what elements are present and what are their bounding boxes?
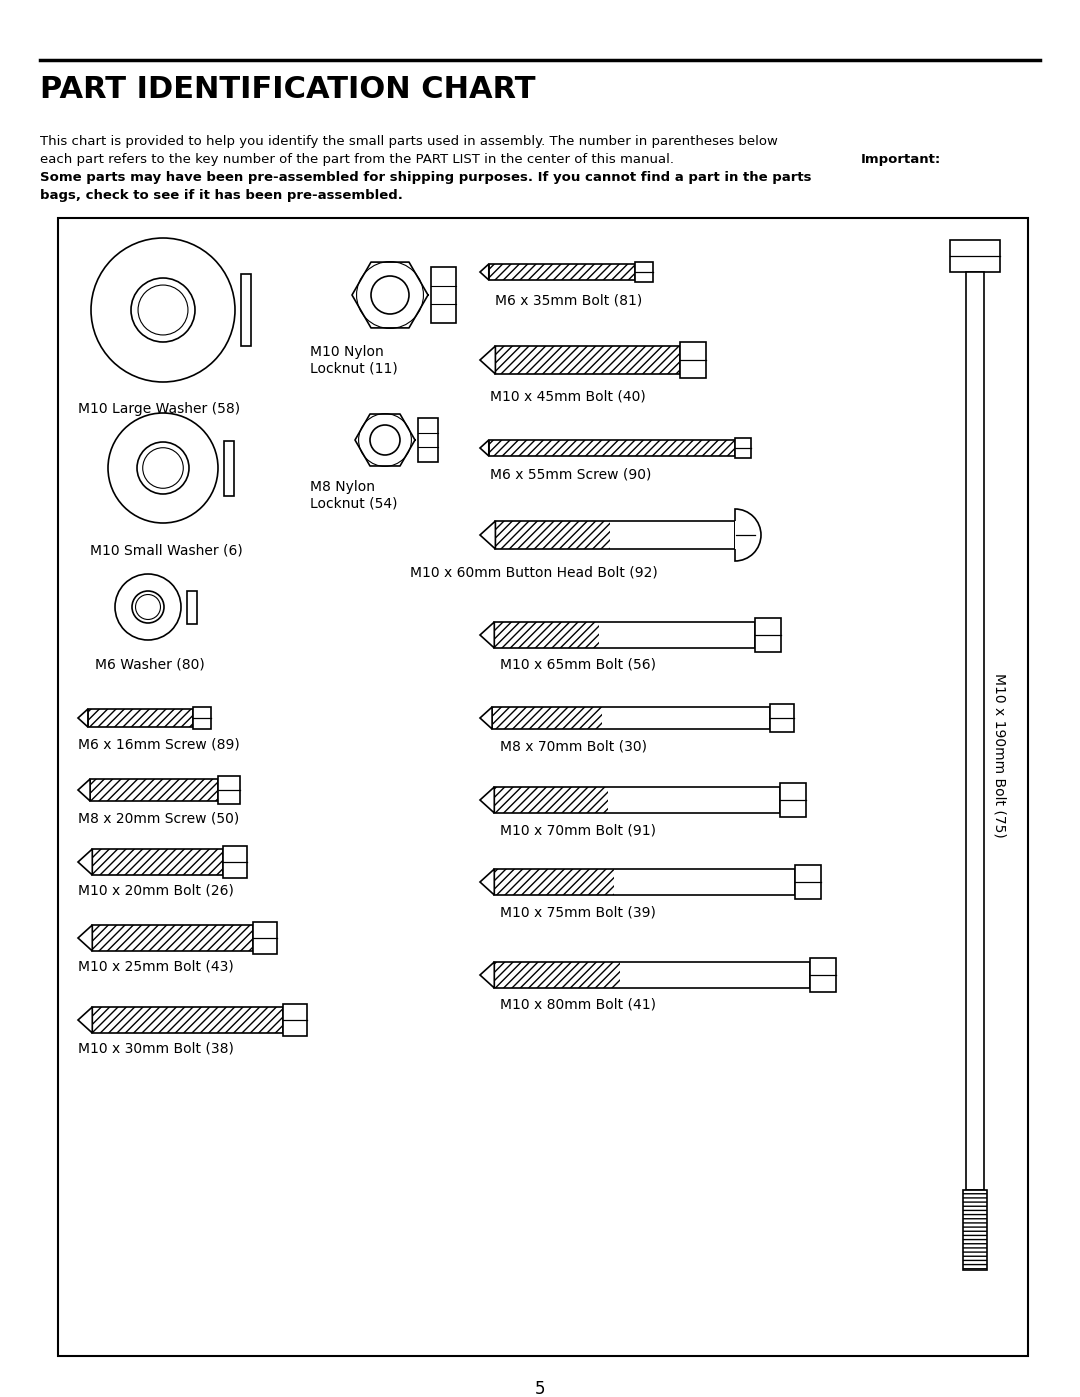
Text: Some parts may have been pre-assembled for shipping purposes. If you cannot find: Some parts may have been pre-assembled f…	[40, 170, 811, 184]
Text: M10 x 60mm Button Head Bolt (92): M10 x 60mm Button Head Bolt (92)	[410, 566, 658, 580]
Bar	[489, 440, 735, 455]
Bar	[253, 922, 276, 954]
Bar	[735, 439, 751, 458]
Text: M10 x 45mm Bolt (40): M10 x 45mm Bolt (40)	[490, 390, 646, 404]
Bar	[58, 218, 1028, 1356]
Bar	[495, 787, 608, 813]
Bar	[495, 622, 598, 648]
Wedge shape	[735, 509, 761, 562]
Bar	[496, 346, 680, 374]
Bar	[810, 958, 836, 992]
Bar	[92, 849, 222, 875]
Polygon shape	[480, 963, 495, 988]
Polygon shape	[480, 622, 495, 648]
Text: PART IDENTIFICATION CHART: PART IDENTIFICATION CHART	[40, 75, 536, 103]
Bar	[193, 707, 211, 729]
Text: M8 x 20mm Screw (50): M8 x 20mm Screw (50)	[78, 812, 240, 826]
Text: M10 Small Washer (6): M10 Small Washer (6)	[90, 543, 243, 557]
Bar	[492, 707, 603, 729]
Bar	[495, 963, 620, 988]
Text: bags, check to see if it has been pre-assembled.: bags, check to see if it has been pre-as…	[40, 189, 403, 203]
Polygon shape	[78, 780, 90, 800]
Bar	[635, 263, 653, 282]
Bar	[431, 267, 456, 323]
Text: M10 Nylon
Locknut (11): M10 Nylon Locknut (11)	[310, 345, 397, 376]
Text: each part refers to the key number of the part from the PART LIST in the center : each part refers to the key number of th…	[40, 154, 678, 166]
Bar	[963, 1190, 987, 1270]
Text: M6 x 55mm Screw (90): M6 x 55mm Screw (90)	[490, 468, 651, 482]
Bar	[598, 622, 755, 648]
Bar	[620, 963, 810, 988]
Bar	[495, 622, 755, 648]
Polygon shape	[480, 787, 495, 813]
Bar	[90, 780, 218, 800]
Polygon shape	[480, 521, 496, 549]
Bar	[87, 710, 193, 726]
Polygon shape	[480, 707, 492, 729]
Bar	[608, 787, 780, 813]
Polygon shape	[480, 346, 496, 374]
Bar	[218, 775, 240, 805]
Text: M10 x 65mm Bolt (56): M10 x 65mm Bolt (56)	[500, 658, 656, 672]
Bar	[603, 707, 770, 729]
Bar	[92, 925, 253, 951]
Text: M6 x 16mm Screw (89): M6 x 16mm Screw (89)	[78, 738, 240, 752]
Bar	[780, 782, 806, 817]
Bar	[680, 342, 706, 379]
Bar	[187, 591, 197, 623]
Bar	[224, 440, 234, 496]
Text: 5: 5	[535, 1380, 545, 1397]
Text: M8 x 70mm Bolt (30): M8 x 70mm Bolt (30)	[500, 740, 647, 754]
Text: Important:: Important:	[861, 154, 941, 166]
Bar	[755, 617, 781, 652]
Polygon shape	[78, 1007, 92, 1032]
Text: This chart is provided to help you identify the small parts used in assembly. Th: This chart is provided to help you ident…	[40, 136, 778, 148]
Text: M10 x 30mm Bolt (38): M10 x 30mm Bolt (38)	[78, 1042, 234, 1056]
Polygon shape	[480, 440, 489, 455]
Polygon shape	[480, 869, 495, 895]
Bar	[92, 1007, 283, 1032]
Bar	[615, 869, 795, 895]
Bar	[496, 521, 735, 549]
Text: M10 Large Washer (58): M10 Large Washer (58)	[78, 402, 240, 416]
Bar	[770, 704, 794, 732]
Text: M10 x 20mm Bolt (26): M10 x 20mm Bolt (26)	[78, 884, 234, 898]
Bar	[222, 847, 247, 877]
Bar	[950, 240, 1000, 272]
Bar	[283, 1004, 307, 1037]
Text: M8 Nylon
Locknut (54): M8 Nylon Locknut (54)	[310, 481, 397, 510]
Bar	[418, 418, 437, 462]
Text: M10 x 75mm Bolt (39): M10 x 75mm Bolt (39)	[500, 905, 656, 919]
Text: M10 x 25mm Bolt (43): M10 x 25mm Bolt (43)	[78, 960, 233, 974]
Text: M10 x 70mm Bolt (91): M10 x 70mm Bolt (91)	[500, 823, 656, 837]
Bar	[495, 787, 780, 813]
Bar	[795, 865, 821, 900]
Bar	[241, 274, 251, 346]
Polygon shape	[480, 264, 489, 279]
Bar	[495, 869, 615, 895]
Bar	[495, 963, 810, 988]
Bar	[735, 521, 742, 549]
Text: M10 x 80mm Bolt (41): M10 x 80mm Bolt (41)	[500, 997, 656, 1011]
Polygon shape	[78, 849, 92, 875]
Bar	[966, 272, 984, 1190]
Polygon shape	[78, 710, 87, 726]
Bar	[492, 707, 770, 729]
Bar	[610, 521, 735, 549]
Bar	[495, 869, 795, 895]
Text: M6 x 35mm Bolt (81): M6 x 35mm Bolt (81)	[495, 293, 643, 307]
Text: M10 x 190mm Bolt (75): M10 x 190mm Bolt (75)	[993, 672, 1007, 837]
Text: M6 Washer (80): M6 Washer (80)	[95, 657, 205, 671]
Polygon shape	[78, 925, 92, 951]
Bar	[496, 521, 610, 549]
Bar	[489, 264, 635, 279]
